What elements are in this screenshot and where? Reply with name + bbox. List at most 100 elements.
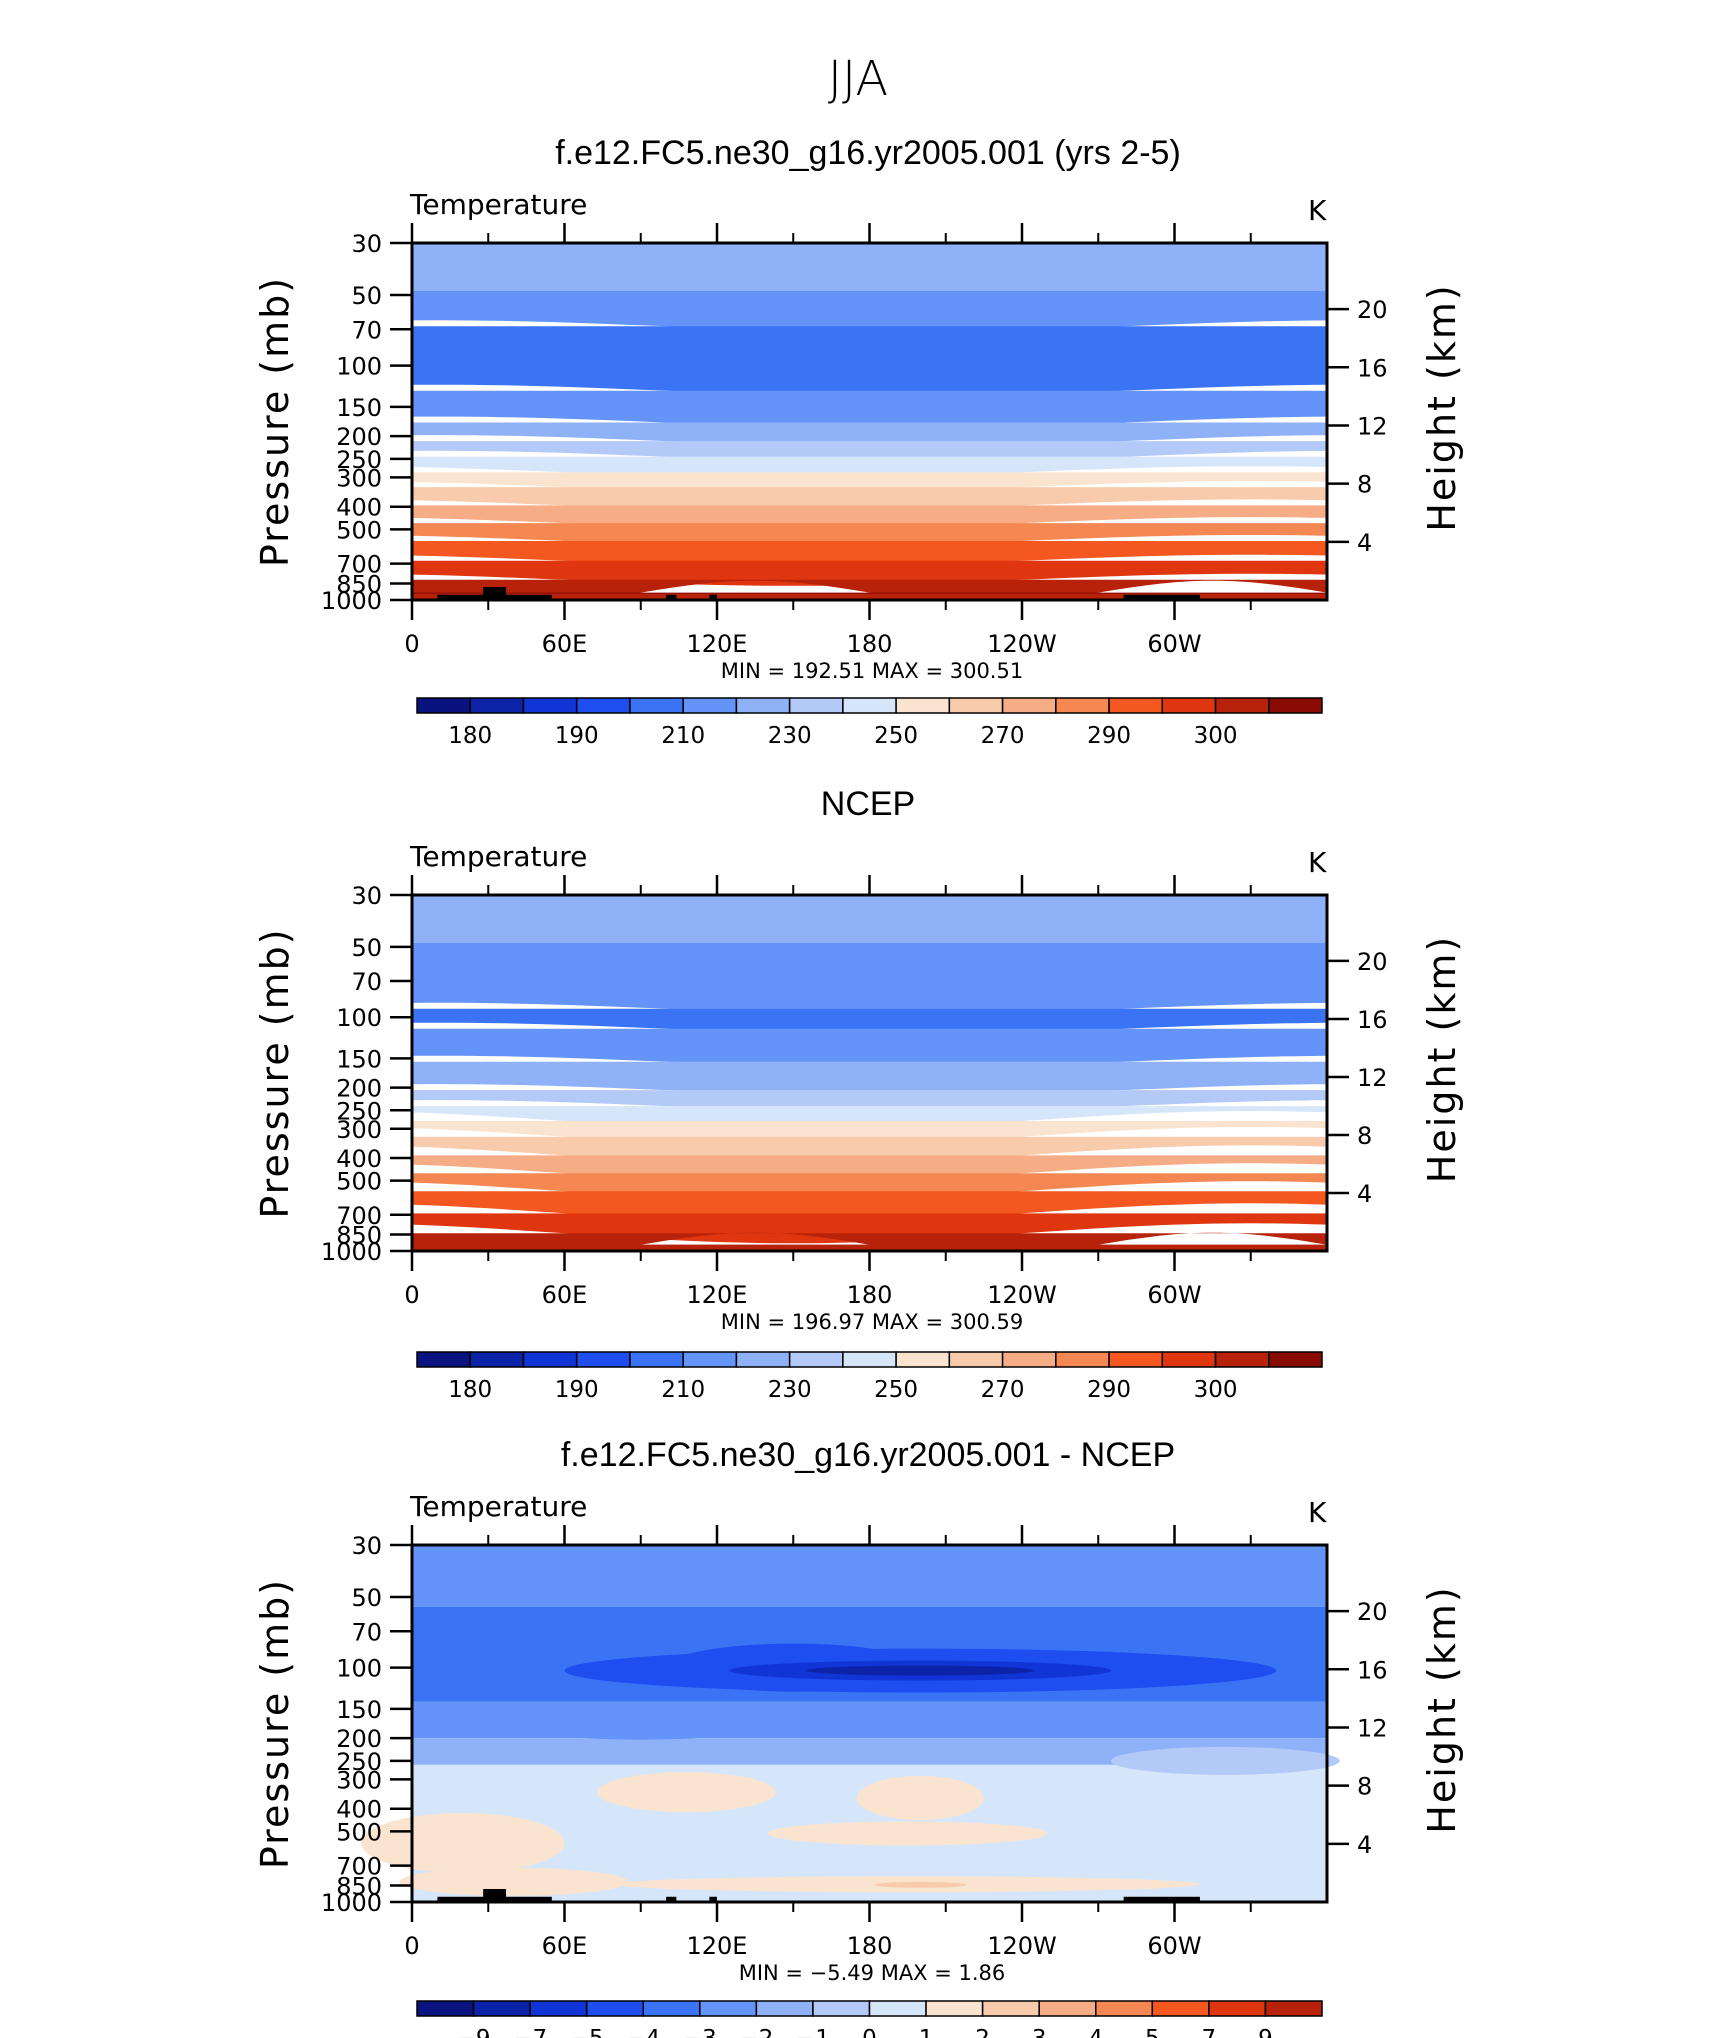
axes: 0 60E 120E 180 120W 60W3050701001502002503004…	[321, 1525, 1388, 1960]
y-tick-label: 300	[336, 464, 382, 492]
y-tick-label: 1000	[321, 1889, 382, 1917]
contour-band	[412, 1232, 1327, 1251]
contour-band	[412, 390, 1327, 429]
contour-blob	[1110, 1746, 1340, 1775]
colorbar-label: 180	[448, 1377, 492, 1403]
contour-band	[412, 326, 1327, 397]
colorbar-label: 250	[874, 723, 918, 749]
y2-axis-title: Height (km)	[1420, 1585, 1464, 1833]
y2-tick-label: 4	[1357, 529, 1372, 557]
contour-band	[412, 942, 1327, 1015]
colorbar-label: 250	[874, 1377, 918, 1403]
colorbar-label: 230	[768, 723, 812, 749]
colorbar-label: −9	[457, 2026, 491, 2038]
y-tick-label: 250	[336, 1748, 382, 1776]
colorbar-swatch	[1151, 2000, 1210, 2017]
colorbar-label: 3	[1032, 2026, 1047, 2038]
contour-blob	[597, 1772, 776, 1813]
colorbar-swatch	[842, 697, 897, 714]
y2-tick-label: 4	[1357, 1831, 1372, 1859]
colorbar-label: −5	[570, 2026, 604, 2038]
colorbar: 180 190 210 230 250 270 290 300	[416, 697, 1323, 749]
y-tick-label: 50	[351, 282, 382, 310]
contour-band	[412, 422, 1327, 448]
y-tick-label: 850	[336, 1222, 382, 1250]
colorbar-swatch	[585, 2000, 644, 2017]
figure-title: JJA	[828, 51, 888, 107]
x-tick-label: 60W	[1147, 630, 1201, 658]
colorbar-label: 4	[1088, 2026, 1103, 2038]
colorbar-swatch	[735, 697, 791, 714]
topography-mask	[709, 594, 717, 600]
contour-band	[412, 1008, 1327, 1035]
colorbar-swatch	[1214, 1351, 1270, 1368]
y-tick-label: 150	[336, 1045, 382, 1073]
colorbar-swatch	[1161, 1351, 1217, 1368]
colorbar-swatch	[682, 697, 738, 714]
colorbar-swatch	[469, 697, 525, 714]
x-tick-label: 60E	[542, 1281, 588, 1309]
y-axis-title: Pressure (mb)	[253, 927, 297, 1218]
y-tick-label: 100	[336, 353, 382, 381]
colorbar-swatch	[472, 2000, 531, 2017]
colorbar-swatch	[575, 697, 631, 714]
topography-mask	[666, 594, 677, 600]
colorbar-label: 190	[555, 723, 599, 749]
colorbar-swatch	[1268, 1351, 1323, 1368]
colorbar-label: 1	[919, 2026, 934, 2038]
min-max-stats: MIN = 192.51 MAX = 300.51	[721, 659, 1023, 683]
y2-axis-title: Height (km)	[1420, 283, 1464, 531]
colorbar-label: 210	[661, 723, 705, 749]
y-tick-label: 500	[336, 1818, 382, 1846]
y-tick-label: 70	[351, 316, 382, 344]
x-tick-label: 60W	[1147, 1281, 1201, 1309]
y-tick-label: 70	[351, 1618, 382, 1646]
colorbar-label: 270	[981, 1377, 1025, 1403]
colorbar-swatch	[812, 2000, 871, 2017]
y-tick-label: 400	[336, 1145, 382, 1173]
colorbar-swatch	[1055, 1351, 1110, 1368]
contour-band	[412, 540, 1327, 567]
y2-tick-label: 12	[1357, 1064, 1388, 1092]
contour-blob	[767, 1821, 1048, 1846]
colorbar-swatch	[895, 1351, 951, 1368]
colorbar-label: −3	[683, 2026, 717, 2038]
contour-band	[412, 243, 1327, 291]
x-tick-label: 180	[847, 1281, 893, 1309]
x-tick-label: 60E	[542, 630, 588, 658]
x-tick-label: 180	[847, 1932, 893, 1960]
colorbar-swatch	[642, 2000, 701, 2017]
y-axis-title: Pressure (mb)	[253, 1578, 297, 1869]
colorbar-swatch	[1055, 697, 1110, 714]
y-axis-title: Pressure (mb)	[253, 276, 297, 567]
topography-mask	[709, 1896, 717, 1902]
colorbar-swatch	[981, 2000, 1040, 2017]
y2-axis-title: Height (km)	[1420, 935, 1464, 1183]
y-tick-label: 250	[336, 446, 382, 474]
y-tick-label: 30	[351, 230, 382, 258]
x-tick-label: 120E	[687, 1932, 748, 1960]
y-tick-label: 300	[336, 1766, 382, 1794]
y2-tick-label: 8	[1357, 471, 1372, 499]
y-tick-label: 70	[351, 968, 382, 996]
colorbar-label: 180	[448, 723, 492, 749]
colorbar-swatch	[1038, 2000, 1097, 2017]
colorbar: 180 190 210 230 250 270 290 300	[416, 1351, 1323, 1403]
colorbar-swatch	[416, 1351, 471, 1368]
colorbar-swatch	[755, 2000, 814, 2017]
y-tick-label: 850	[336, 570, 382, 598]
colorbar-label: −1	[796, 2026, 830, 2038]
y2-tick-label: 20	[1357, 1598, 1388, 1626]
y-tick-label: 50	[351, 1584, 382, 1612]
colorbar-swatch	[895, 697, 951, 714]
units-label: K	[1308, 846, 1327, 879]
colorbar-label: 290	[1087, 723, 1131, 749]
contour-blob	[399, 1867, 629, 1896]
topography	[437, 586, 1200, 600]
panel-difference: f.e12.FC5.ne30_g16.yr2005.001 - NCEP Tem…	[253, 1436, 1464, 2038]
y-tick-label: 200	[336, 423, 382, 451]
y-tick-label: 50	[351, 934, 382, 962]
x-tick-label: 0	[404, 1932, 419, 1960]
colorbar-swatch	[682, 1351, 738, 1368]
colorbar-label: 210	[661, 1377, 705, 1403]
